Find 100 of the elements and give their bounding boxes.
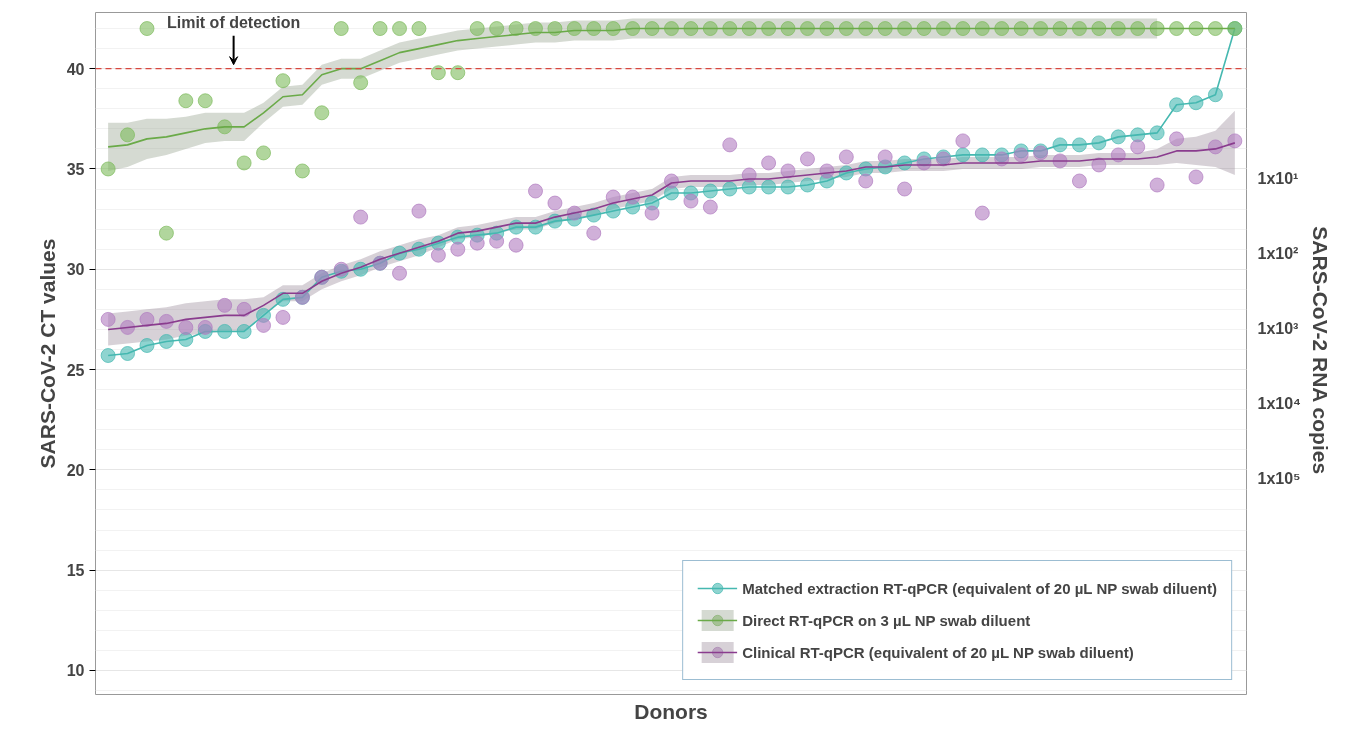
point <box>1110 21 1126 37</box>
point <box>935 21 951 37</box>
point <box>1207 21 1223 37</box>
point <box>275 73 291 89</box>
point <box>897 21 913 37</box>
point <box>469 235 485 251</box>
point <box>1169 131 1185 147</box>
point <box>761 155 777 171</box>
point <box>605 189 621 205</box>
point <box>1227 133 1243 149</box>
point <box>547 195 563 211</box>
point <box>1071 21 1087 37</box>
point <box>799 151 815 167</box>
point <box>1071 137 1087 153</box>
x-axis-title: Donors <box>634 699 708 723</box>
point <box>799 177 815 193</box>
point <box>158 225 174 241</box>
y-tick-label: 15 <box>66 562 85 580</box>
point <box>489 21 505 37</box>
point <box>683 21 699 37</box>
point <box>586 225 602 241</box>
point <box>392 21 408 37</box>
point <box>974 147 990 163</box>
legend-label: Direct RT-qPCR on 3 µL NP swab diluent <box>742 611 1031 629</box>
point <box>508 21 524 37</box>
point <box>139 311 155 327</box>
point <box>702 183 718 199</box>
point <box>120 127 136 143</box>
point <box>858 21 874 37</box>
point <box>877 149 893 165</box>
legend-label: Matched extraction RT-qPCR (equivalent of 20 µL NP swab diluent) <box>742 579 1217 597</box>
point <box>353 75 369 91</box>
point <box>838 21 854 37</box>
point <box>858 173 874 189</box>
point <box>761 179 777 195</box>
point <box>761 21 777 37</box>
point <box>139 337 155 353</box>
point <box>644 21 660 37</box>
point <box>256 317 272 333</box>
point <box>994 21 1010 37</box>
point <box>1091 157 1107 173</box>
point <box>120 346 136 361</box>
point <box>236 323 252 339</box>
point <box>955 21 971 37</box>
y-tick-label: 10 <box>66 662 85 680</box>
point <box>663 21 679 37</box>
y-tick-label: 35 <box>66 160 85 178</box>
point <box>1130 127 1146 143</box>
y-tick-label: 40 <box>66 60 85 78</box>
point <box>1110 129 1126 145</box>
point <box>100 161 116 177</box>
y2-tick-label: 1x10⁴ <box>1257 394 1302 412</box>
point <box>974 205 990 221</box>
point <box>100 348 116 363</box>
point <box>586 21 602 37</box>
point <box>1091 135 1107 151</box>
point <box>1188 169 1204 185</box>
point <box>1071 173 1087 189</box>
point <box>236 301 252 317</box>
point <box>1013 147 1029 163</box>
point <box>411 21 427 37</box>
y2-tick-label: 1x10³ <box>1257 319 1299 337</box>
point <box>683 193 699 209</box>
point <box>780 21 796 37</box>
point <box>314 105 330 121</box>
point <box>236 155 252 171</box>
point <box>411 203 427 219</box>
point <box>605 203 621 219</box>
y2-axis-title: SARS-CoV-2 RNA copies <box>1309 226 1333 475</box>
point <box>780 163 796 179</box>
point <box>722 181 738 197</box>
y2-tick-label: 1x10⁵ <box>1257 469 1301 487</box>
y-tick-label: 30 <box>66 261 85 279</box>
point <box>1188 95 1204 111</box>
point <box>450 241 466 257</box>
point <box>139 21 155 37</box>
point <box>489 233 505 249</box>
point <box>1207 87 1223 103</box>
point <box>644 205 660 221</box>
point <box>799 21 815 37</box>
point <box>178 93 194 109</box>
point <box>256 145 272 161</box>
point <box>1169 21 1185 37</box>
point <box>1149 125 1165 141</box>
point <box>275 309 291 325</box>
point <box>217 297 233 313</box>
point <box>741 21 757 37</box>
point <box>430 65 446 81</box>
point <box>197 93 213 109</box>
point <box>838 149 854 165</box>
y-axis-title: SARS-CoV-2 CT values <box>35 238 59 469</box>
point <box>353 209 369 225</box>
point <box>372 21 388 37</box>
point <box>702 21 718 37</box>
point <box>819 21 835 37</box>
point <box>333 21 349 37</box>
point <box>955 147 971 163</box>
point <box>897 181 913 197</box>
y2-tick-label: 1x10¹ <box>1257 170 1299 188</box>
point <box>955 133 971 149</box>
